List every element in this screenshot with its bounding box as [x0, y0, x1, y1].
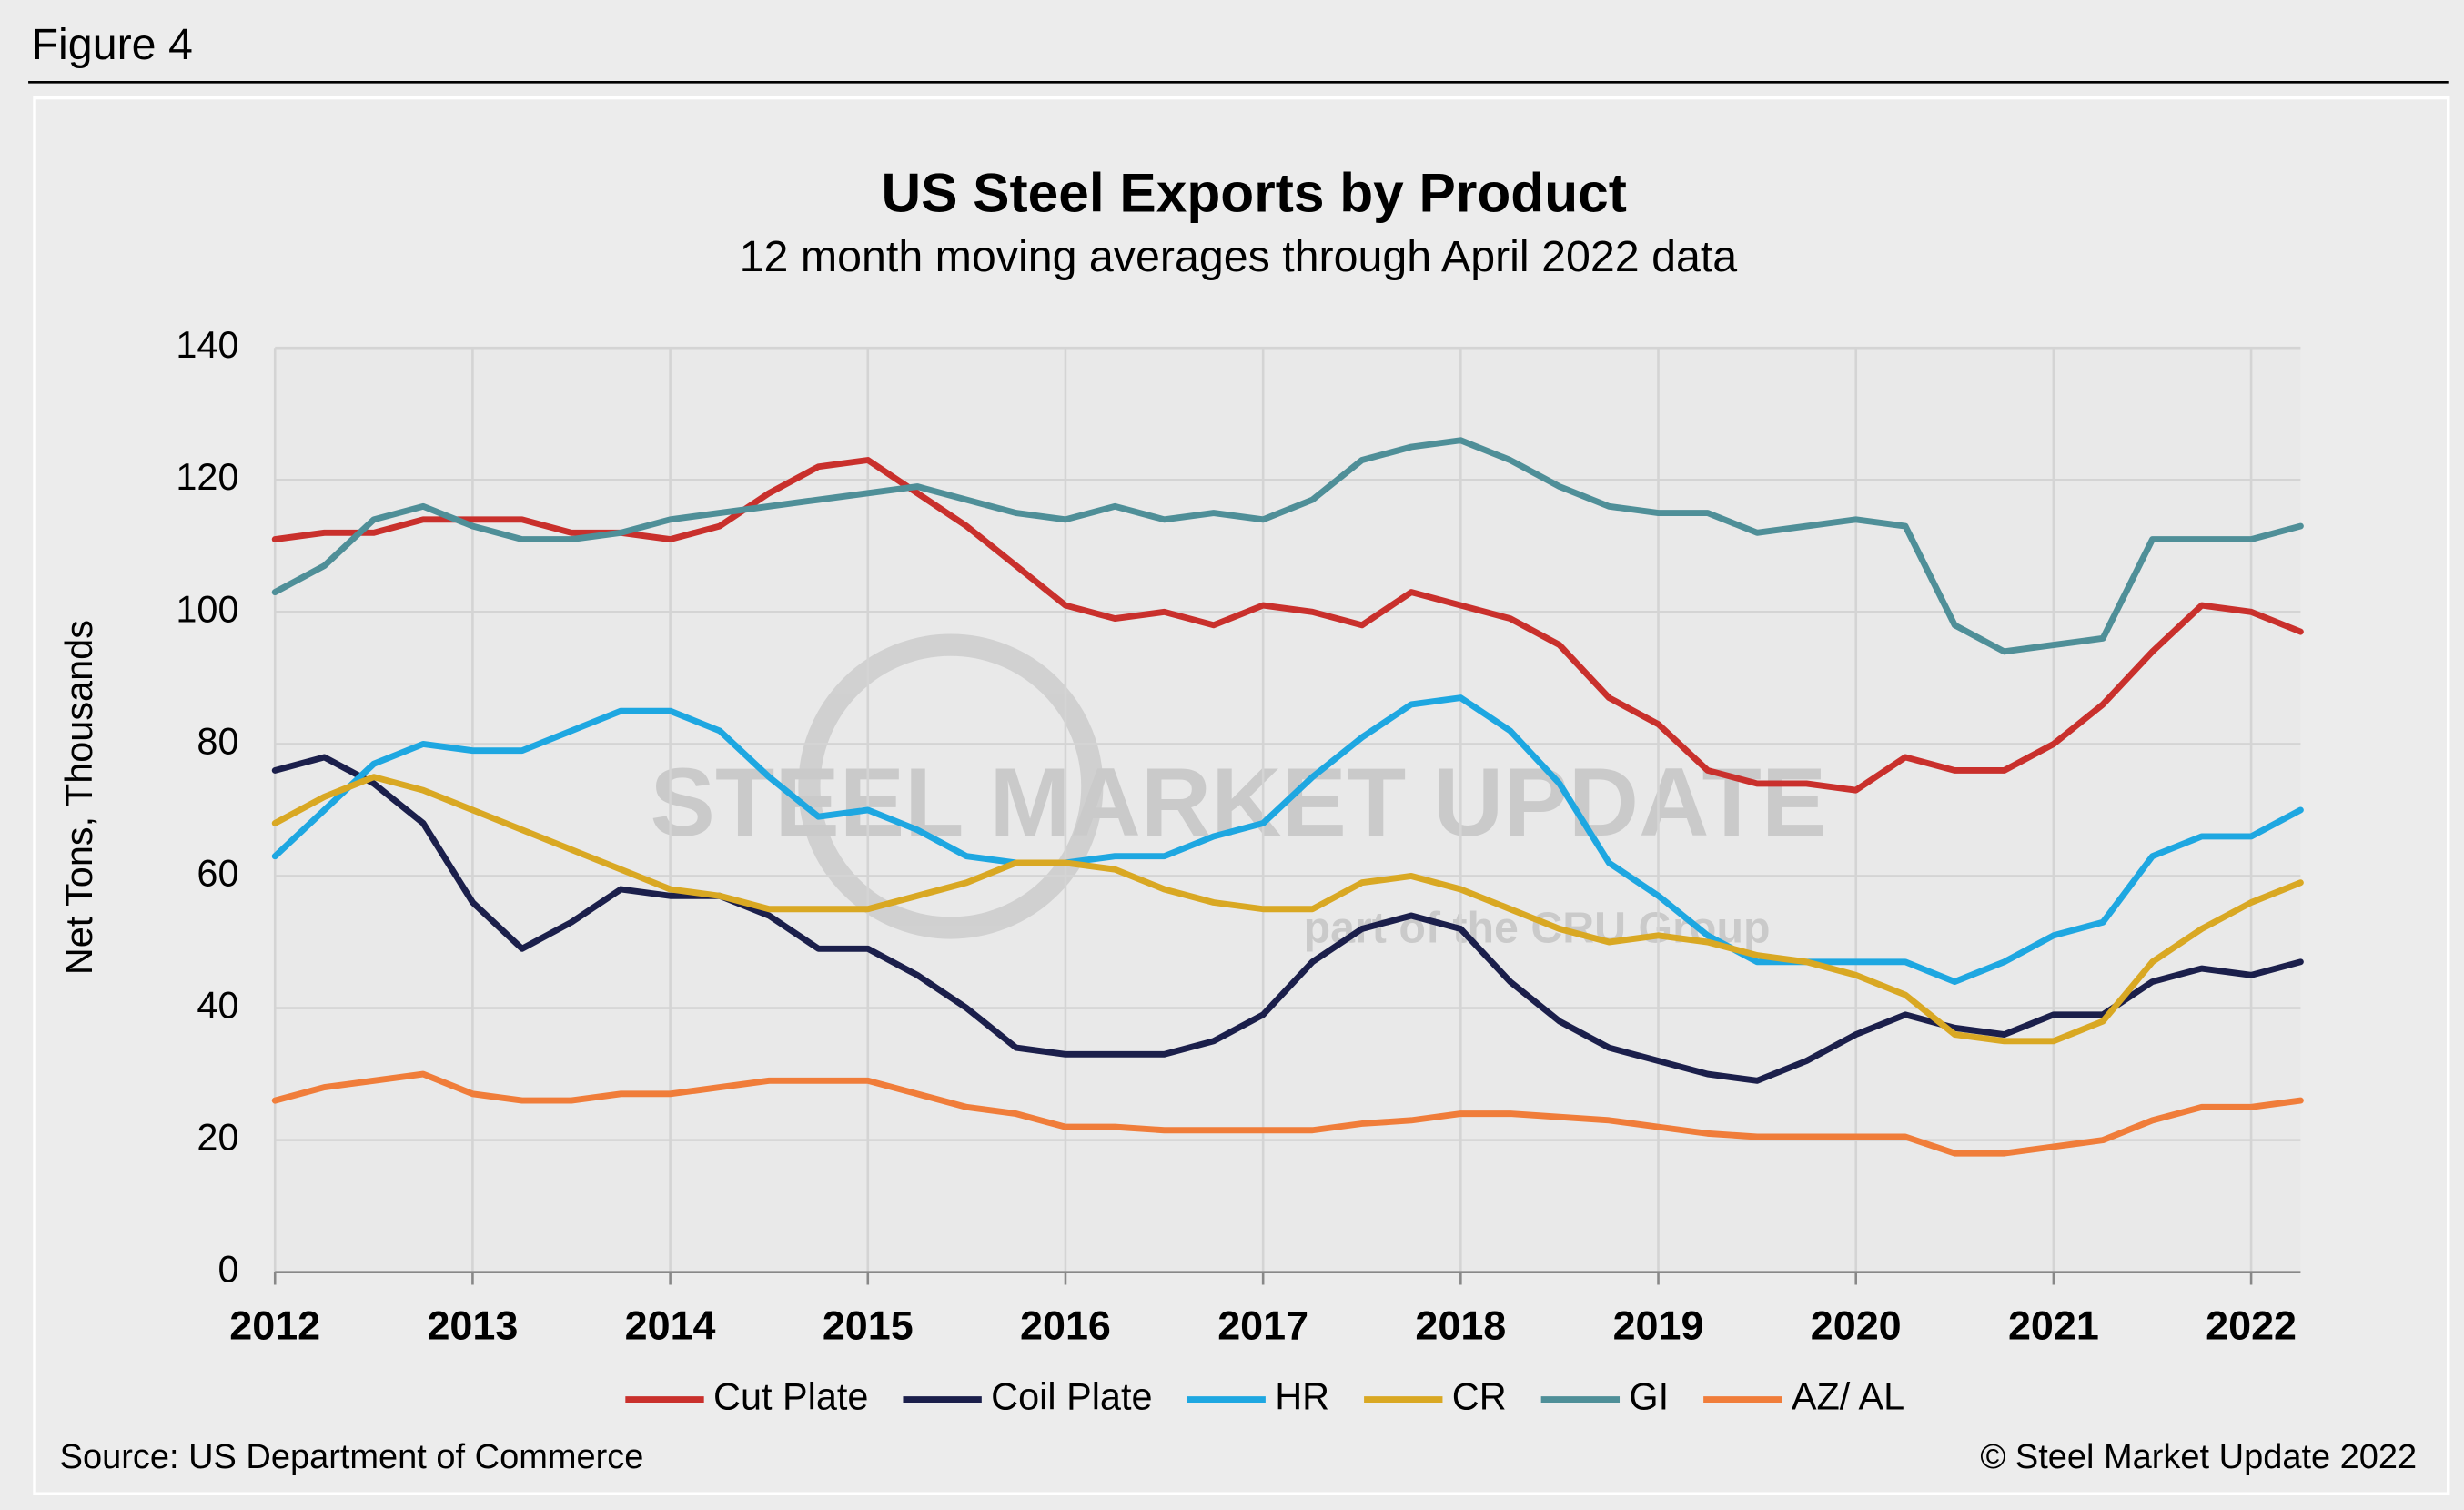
y-tick-label: 120: [176, 455, 238, 498]
legend-item: GI: [1540, 1375, 1669, 1418]
x-tick-label: 2015: [823, 1302, 914, 1349]
y-tick-label: 20: [197, 1116, 238, 1159]
legend-label: AZ/ AL: [1792, 1375, 1904, 1418]
plot-area: [275, 348, 2301, 1272]
x-tick-label: 2013: [427, 1302, 518, 1349]
legend-label: GI: [1629, 1375, 1669, 1418]
watermark-sub: part of the CRU Group: [1304, 904, 1771, 953]
watermark-logo: [798, 633, 1104, 939]
x-tick-label: 2016: [1020, 1302, 1111, 1349]
y-tick-label: 80: [197, 719, 238, 762]
x-tick-label: 2021: [2008, 1302, 2099, 1349]
legend-item: AZ/ AL: [1703, 1375, 1904, 1418]
x-tick-label: 2012: [229, 1302, 320, 1349]
source: Source: US Department of Commerce: [60, 1438, 644, 1476]
y-tick-label: 40: [197, 984, 238, 1027]
series-line: [271, 694, 2304, 985]
legend-item: CR: [1364, 1375, 1507, 1418]
series-line: [271, 437, 2304, 655]
ticks: 0 20 40 60 80 100 120 140 2012 2013 2014 2015 2016 20…: [176, 323, 2301, 1349]
x-tick-label: 2017: [1217, 1302, 1308, 1349]
legend: Cut Plate Coil Plate HR CR GI AZ/ AL: [625, 1375, 1904, 1418]
series-lines: [271, 437, 2304, 1157]
copyright: © Steel Market Update 2022: [1980, 1438, 2417, 1476]
legend-label: HR: [1275, 1375, 1329, 1418]
watermark-group: STEEL MARKET UPDATE part of the CRU Grou…: [651, 633, 1827, 953]
x-tick-label: 2018: [1415, 1302, 1506, 1349]
watermark: STEEL MARKET UPDATE: [651, 747, 1827, 856]
legend-item: HR: [1187, 1375, 1329, 1418]
y-tick-label: 140: [176, 323, 238, 366]
x-tick-label: 2014: [625, 1302, 716, 1349]
legend-item: Coil Plate: [903, 1375, 1153, 1418]
y-tick-label: 60: [197, 851, 238, 894]
legend-label: Cut Plate: [713, 1375, 868, 1418]
y-tick-label: 0: [217, 1248, 238, 1291]
chart-title: US Steel Exports by Product: [881, 161, 1626, 223]
figure-label: Figure 4: [32, 20, 193, 69]
x-tick-label: 2020: [1811, 1302, 1902, 1349]
series-line: [271, 754, 2304, 1084]
x-tick-label: 2022: [2206, 1302, 2297, 1349]
legend-label: CR: [1452, 1375, 1507, 1418]
y-axis-label: Net Tons, Thousands: [57, 620, 100, 975]
series-line: [271, 1070, 2304, 1157]
legend-label: Coil Plate: [991, 1375, 1152, 1418]
legend-item: Cut Plate: [625, 1375, 868, 1418]
y-tick-label: 100: [176, 587, 238, 630]
x-tick-label: 2019: [1613, 1302, 1704, 1349]
chart-subtitle: 12 month moving averages through April 2…: [740, 232, 1738, 281]
series-line: [271, 774, 2304, 1045]
